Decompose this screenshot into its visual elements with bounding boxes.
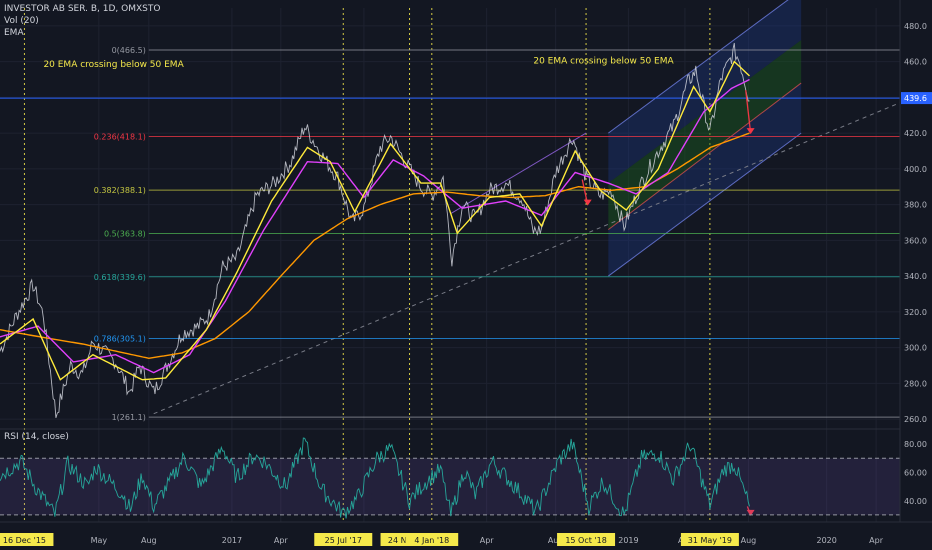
rsi-line (0, 437, 750, 519)
volume-label: Vol (20) (4, 16, 39, 26)
channel-middle-band (608, 40, 802, 230)
channel-median-line (608, 82, 802, 231)
marker-date-badge (314, 533, 373, 546)
target-arrow-head (746, 128, 755, 135)
rsi-title: RSI (14, close) (4, 432, 69, 442)
time-tick-label: 2020 (816, 536, 836, 545)
channel-top-line (608, 0, 789, 134)
rsi-tick-label: 80.00 (904, 440, 927, 449)
target-arrow (745, 90, 752, 134)
rsi-tick-label: 60.00 (904, 468, 927, 477)
breakdown-arrow-head (583, 199, 592, 206)
price-tick-label: 360.0 (904, 236, 927, 245)
chart-legend: INVESTOR AB SER. B, 1D, OMXSTO Vol (20) … (4, 3, 160, 39)
price-tick-label: 400.0 (904, 165, 927, 174)
price-line (0, 42, 750, 419)
price-tick-label: 380.0 (904, 201, 927, 210)
time-tick-label: May (91, 536, 108, 545)
fib-levels: 0(466.5) 0.236(418.1) 0.382(388.1) 0.5(363.… (0, 46, 900, 422)
fib-level-label: 0.236(418.1) (94, 133, 146, 142)
price-tick-label: 340.0 (904, 272, 927, 281)
price-tick-label: 320.0 (904, 308, 927, 317)
current-price-label: 439.6 (904, 94, 927, 103)
fib-level-label: 0(466.5) (112, 46, 146, 55)
crossover-annotation: 20 EMA crossing below 50 EMA (43, 60, 184, 70)
marker-date-badge (0, 533, 54, 546)
rsi-arrow-head (746, 509, 755, 516)
symbol-title: INVESTOR AB SER. B, 1D, OMXSTO (4, 4, 161, 14)
rsi-tick-label: 40.00 (904, 497, 927, 506)
marker-date-badge (557, 533, 616, 546)
time-tick-label: Apr (274, 536, 289, 545)
price-tick-label: 260.0 (904, 415, 927, 424)
marker-date-label: 25 Jul '17 (325, 536, 362, 545)
time-tick-label: 2019 (618, 536, 638, 545)
fib-level-label: 0.786(305.1) (94, 334, 146, 343)
regression-channel (153, 0, 901, 415)
time-tick-label: Aug (548, 536, 564, 545)
upper-trendline (450, 132, 587, 214)
channel-lower-band (608, 83, 802, 277)
marker-date-badge (680, 533, 739, 546)
current-price-badge (901, 92, 932, 105)
ema-50-line (0, 78, 750, 374)
fib-level-label: 0.382(388.1) (94, 186, 146, 195)
rsi-pane (0, 428, 932, 519)
price-tick-label: 480.0 (904, 22, 927, 31)
price-series (0, 42, 750, 419)
time-tick-label: 2017 (222, 536, 242, 545)
chart-annotations: 20 EMA crossing below 50 EMA 20 EMA cross… (43, 56, 755, 516)
vertical-markers (23, 8, 711, 522)
marker-date-label: 31 May '19 (688, 536, 732, 545)
price-tick-label: 300.0 (904, 344, 927, 353)
time-tick-label: Apr (869, 536, 884, 545)
price-tick-label: 460.0 (904, 58, 927, 67)
price-axis-bg (900, 0, 932, 550)
price-tick-label: 280.0 (904, 379, 927, 388)
ema-label: EMA (4, 28, 24, 38)
marker-date-label: 4 Jan '18 (414, 536, 449, 545)
fib-level-label: 0.5(363.8) (104, 230, 146, 239)
marker-date-label: 16 Dec '15 (3, 536, 46, 545)
ema-20-line (0, 60, 750, 381)
time-tick-label: Aug (741, 536, 757, 545)
crossover-annotation: 20 EMA crossing below 50 EMA (533, 56, 674, 66)
marker-date-badge (405, 533, 459, 546)
fib-level-label: 0.618(339.6) (94, 273, 146, 282)
price-tick-label: 420.0 (904, 129, 927, 138)
channel-upper-band (608, 0, 802, 184)
long-trendline (153, 102, 901, 415)
grid-lines (0, 8, 900, 522)
fib-level-label: 1(261.1) (112, 413, 146, 422)
marker-date-label: 15 Oct '18 (565, 536, 606, 545)
time-tick-label: Apr (480, 536, 495, 545)
time-tick-label: Aug (141, 536, 157, 545)
